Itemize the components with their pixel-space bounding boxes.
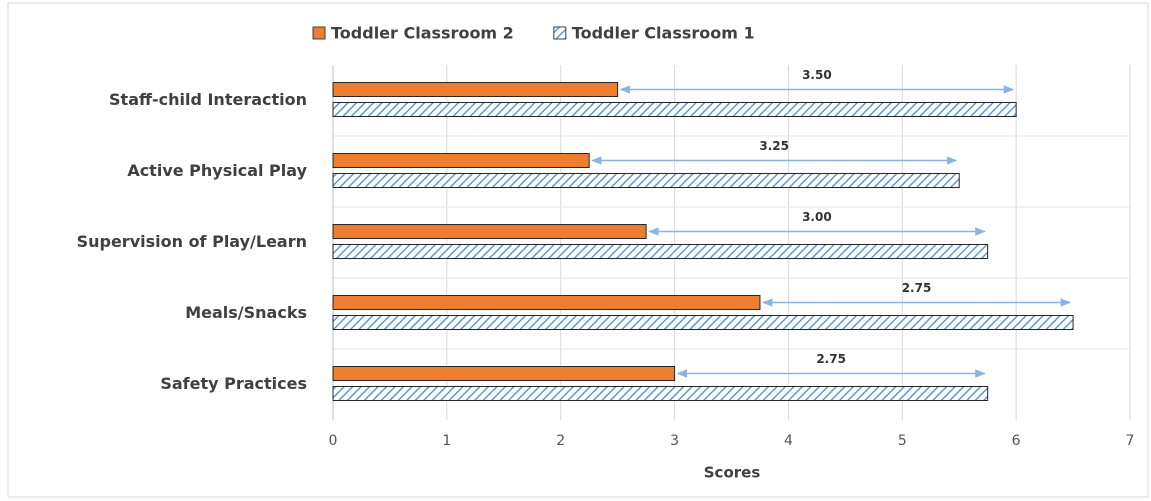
chart-border: [7, 2, 1149, 498]
bar: [332, 82, 619, 97]
difference-label: 3.00: [802, 210, 832, 224]
difference-label: 3.25: [759, 139, 789, 153]
x-tick-label: 0: [329, 433, 338, 449]
bar: [332, 173, 960, 188]
legend-label: Toddler Classroom 1: [572, 24, 755, 43]
bar: [332, 224, 647, 239]
bar: [332, 386, 989, 401]
difference-label: 2.75: [902, 281, 932, 295]
y-tick-label: Active Physical Play: [127, 161, 307, 180]
y-tick-label: Safety Practices: [160, 374, 307, 393]
y-tick-label: Supervision of Play/Learn: [77, 232, 307, 251]
bar: [332, 153, 590, 168]
bar: [332, 295, 761, 310]
x-tick-label: 2: [556, 433, 565, 449]
legend-label: Toddler Classroom 2: [331, 24, 514, 43]
x-axis-title: Scores: [704, 464, 761, 482]
legend-swatch: [312, 26, 326, 40]
x-tick-label: 3: [670, 433, 679, 449]
difference-label: 3.50: [802, 68, 832, 82]
x-tick-label: 7: [1126, 433, 1135, 449]
bar: [332, 244, 989, 259]
y-tick-label: Meals/Snacks: [185, 303, 307, 322]
x-tick-label: 4: [784, 433, 793, 449]
y-tick-label: Staff-child Interaction: [109, 90, 307, 109]
bar: [332, 102, 1017, 117]
bar: [332, 315, 1074, 330]
x-tick-label: 5: [898, 433, 907, 449]
bar: [332, 366, 676, 381]
x-tick-label: 6: [1012, 433, 1021, 449]
legend-swatch: [553, 26, 567, 40]
difference-label: 2.75: [816, 352, 846, 366]
x-tick-label: 1: [442, 433, 451, 449]
